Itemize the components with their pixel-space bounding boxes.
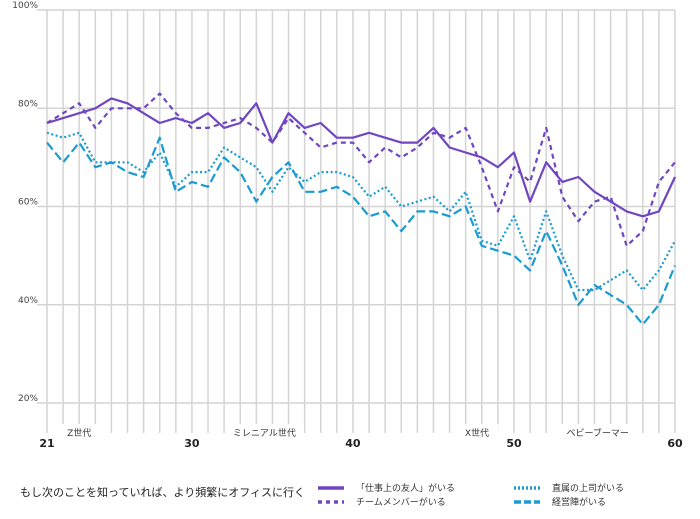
x-tick-label: 30: [184, 437, 200, 450]
generation-label-bg: [224, 424, 304, 442]
x-tick-label: 40: [345, 437, 361, 450]
legend-label: チームメンバーがいる: [356, 496, 446, 508]
series-line-0: [46, 97, 676, 218]
series-line-3: [46, 136, 677, 326]
legend-label: 経営陣がいる: [552, 496, 606, 508]
grid: [37, 9, 676, 433]
generation-labels: Z世代 ミレニアル世代 X世代 ベビーブーマー: [57, 424, 638, 442]
generation-label-bg: [558, 424, 638, 442]
generation-label: X世代: [465, 427, 489, 439]
generation-label: ミレニアル世代: [233, 427, 296, 439]
x-axis-ticks: 21 30 40 50 60: [39, 437, 683, 450]
y-tick-label: 60%: [18, 198, 38, 208]
x-tick-label: 21: [39, 437, 54, 450]
legend-label: 「仕事上の友人」がいる: [356, 482, 455, 494]
y-axis-ticks: 20% 40% 60% 80% 100%: [12, 1, 38, 404]
y-tick-label: 20%: [18, 394, 38, 404]
generation-label-bg: [57, 424, 101, 442]
y-tick-label: 40%: [18, 296, 38, 306]
legend-label: 直属の上司がいる: [552, 482, 624, 494]
generation-label: Z世代: [67, 427, 91, 439]
series-lines: [46, 92, 677, 326]
series-line-2: [46, 131, 676, 292]
generation-label-bg: [455, 424, 499, 442]
chart-title: もし次のことを知っていれば、より頻繁にオフィスに行く: [20, 485, 305, 499]
x-tick-label: 60: [667, 437, 683, 450]
y-tick-label: 100%: [12, 1, 38, 11]
series-line-1: [46, 92, 676, 247]
y-tick-label: 80%: [18, 99, 38, 109]
x-tick-label: 50: [506, 437, 522, 450]
generation-label: ベビーブーマー: [566, 427, 628, 439]
